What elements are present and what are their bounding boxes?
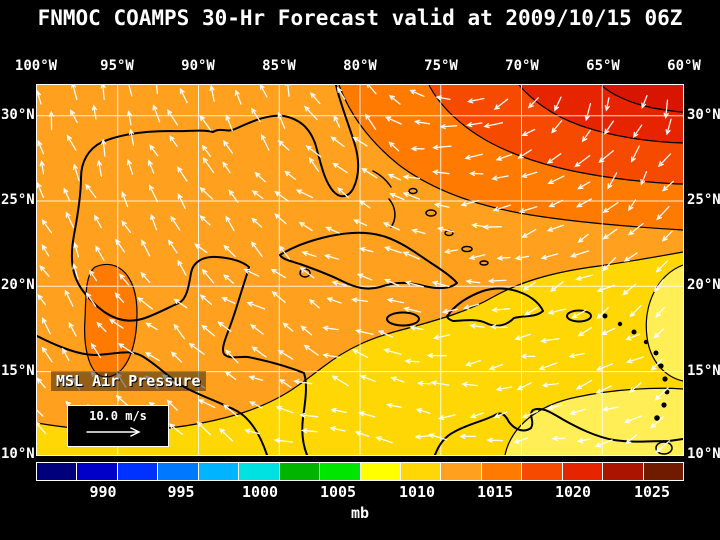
pressure-region-deep-red	[601, 85, 683, 112]
wind-scale-arrow-icon	[86, 427, 141, 437]
colorbar-tick-label: 1000	[241, 483, 279, 501]
colorbar-tick-label: 1025	[633, 483, 671, 501]
colorbar	[36, 462, 684, 481]
lat-label-right: 15°N	[687, 363, 720, 379]
lon-label: 90°W	[181, 58, 215, 74]
lat-label-left: 30°N	[1, 107, 35, 123]
colorbar-segment	[36, 462, 78, 481]
colorbar-unit: mb	[350, 504, 370, 522]
lat-label-right: 20°N	[687, 277, 720, 293]
lon-label: 60°W	[667, 58, 701, 74]
coastline-bahamas	[372, 170, 489, 266]
lat-label-left: 25°N	[1, 192, 35, 208]
lon-label: 70°W	[505, 58, 539, 74]
lat-label-right: 25°N	[687, 192, 720, 208]
coastline-trinidad	[655, 441, 673, 455]
lon-label: 75°W	[424, 58, 458, 74]
colorbar-segment	[360, 462, 401, 481]
chart-title: FNMOC COAMPS 30-Hr Forecast valid at 200…	[37, 6, 683, 30]
lon-label: 100°W	[14, 58, 58, 74]
lat-label-right: 10°N	[687, 446, 720, 462]
lon-label: 85°W	[262, 58, 296, 74]
lon-label: 65°W	[586, 58, 620, 74]
colorbar-segment	[239, 462, 280, 481]
colorbar-tick-label: 1020	[554, 483, 592, 501]
colorbar-tick-label: 1005	[319, 483, 357, 501]
pressure-region-light-yellow	[505, 388, 683, 455]
wind-scale-label: 10.0 m/s	[89, 409, 147, 423]
lat-label-left: 10°N	[1, 446, 35, 462]
map-canvas	[37, 85, 683, 455]
colorbar-segment	[441, 462, 482, 481]
colorbar-segment	[279, 462, 321, 481]
field-label: MSL Air Pressure	[51, 371, 206, 391]
colorbar-segment	[77, 462, 118, 481]
colorbar-segment	[198, 462, 240, 481]
coastline-south-america	[434, 407, 683, 455]
colorbar-segment	[117, 462, 159, 481]
colorbar-segment	[603, 462, 644, 481]
colorbar-segment	[522, 462, 563, 481]
coastline-jamaica	[386, 311, 420, 327]
lon-label: 80°W	[343, 58, 377, 74]
coastline-pacific	[37, 335, 268, 455]
lon-axis: 100°W 95°W 90°W 85°W 80°W 75°W 70°W 65°W 60°W	[15, 58, 701, 76]
isobar-contours	[37, 85, 683, 455]
map-area: MSL Air Pressure 10.0 m/s	[36, 84, 684, 456]
colorbar-segment	[643, 462, 684, 481]
colorbar-segment	[400, 462, 442, 481]
coastline-cuba	[279, 231, 458, 290]
coastline-puerto-rico	[566, 309, 592, 323]
lat-label-left: 15°N	[1, 363, 35, 379]
coastline-hispaniola	[446, 287, 544, 327]
lat-label-left: 20°N	[1, 277, 35, 293]
lon-label: 95°W	[100, 58, 134, 74]
colorbar-segment	[481, 462, 523, 481]
colorbar-segment	[320, 462, 361, 481]
colorbar-tick-label: 995	[167, 483, 195, 501]
wind-scale-box: 10.0 m/s	[67, 405, 169, 447]
colorbar-tick-label: 990	[89, 483, 117, 501]
colorbar-segment	[562, 462, 604, 481]
colorbar-tick-label: 1010	[398, 483, 436, 501]
colorbar-tick-label: 1015	[476, 483, 514, 501]
wind-vector-arrows	[37, 85, 674, 454]
colorbar-segment	[158, 462, 199, 481]
lat-label-right: 30°N	[687, 107, 720, 123]
